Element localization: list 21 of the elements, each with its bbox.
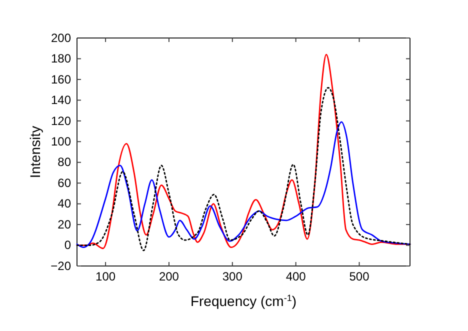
y-tick-label: 140 bbox=[50, 93, 72, 108]
y-tick-label: 40 bbox=[58, 196, 72, 211]
y-tick-label: 60 bbox=[58, 176, 72, 190]
line-series bbox=[76, 121, 411, 248]
y-tick-label: 100 bbox=[50, 134, 72, 148]
y-axis-title: Intensity bbox=[27, 126, 43, 178]
y-tick-label: −20 bbox=[50, 258, 72, 273]
x-tick-label: 200 bbox=[158, 270, 180, 284]
x-tick-label: 100 bbox=[96, 270, 116, 284]
y-tick-label: 120 bbox=[50, 114, 72, 128]
x-tick-label: 400 bbox=[286, 270, 306, 284]
y-tick-label: 180 bbox=[50, 52, 72, 66]
y-tick-label: 0 bbox=[64, 238, 72, 252]
y-tick-label: 160 bbox=[50, 72, 72, 86]
y-tick-label: 20 bbox=[58, 217, 72, 232]
x-axis-title: Frequency (cm$^{-1}$) bbox=[190, 293, 297, 309]
x-tick-label: 500 bbox=[349, 270, 370, 284]
y-tick-label: 80 bbox=[58, 155, 72, 170]
line-series bbox=[76, 87, 411, 252]
x-tick-label: 300 bbox=[222, 270, 243, 284]
y-tick-label: 200 bbox=[50, 30, 72, 45]
